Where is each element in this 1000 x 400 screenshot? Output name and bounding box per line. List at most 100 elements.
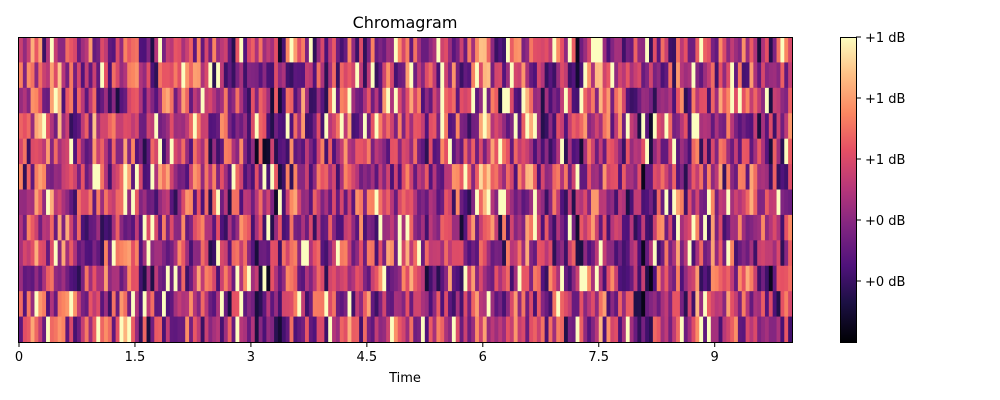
heatmap-cell <box>625 265 631 292</box>
heatmap-cell <box>61 113 66 140</box>
heatmap-cell <box>347 37 352 64</box>
heatmap-cell <box>239 164 244 191</box>
heatmap-cell <box>289 62 295 89</box>
heatmap-cell <box>656 214 662 241</box>
heatmap-cell <box>428 189 434 216</box>
heatmap-cell <box>614 37 619 64</box>
heatmap-cell <box>177 265 182 292</box>
heatmap-cell <box>158 189 163 216</box>
heatmap-cell <box>324 214 329 241</box>
heatmap-cell <box>92 316 97 343</box>
heatmap-cell <box>641 240 646 267</box>
heatmap-cell <box>177 291 182 318</box>
heatmap-cell <box>672 189 677 216</box>
heatmap-cell <box>235 189 240 216</box>
heatmap-cell <box>540 214 546 241</box>
heatmap-cell <box>625 291 631 318</box>
heatmap-cell <box>127 189 132 216</box>
heatmap-cell <box>200 291 206 318</box>
heatmap-cell <box>668 113 673 140</box>
heatmap-cell <box>339 265 345 292</box>
heatmap-cell <box>645 240 650 267</box>
heatmap-cell <box>88 214 94 241</box>
heatmap-cell <box>633 37 638 64</box>
heatmap-cell <box>38 240 43 267</box>
heatmap-cell <box>104 265 109 292</box>
heatmap-cell <box>250 240 256 267</box>
heatmap-cell <box>467 214 472 241</box>
heatmap-cell <box>208 291 213 318</box>
heatmap-cell <box>706 214 712 241</box>
heatmap-cell <box>343 138 349 165</box>
heatmap-cell <box>475 316 480 343</box>
heatmap-cell <box>204 291 209 318</box>
heatmap-cell <box>204 265 209 292</box>
heatmap-cell <box>393 62 399 89</box>
heatmap-cell <box>749 37 754 64</box>
heatmap-cell <box>227 291 233 318</box>
heatmap-cell <box>459 37 465 64</box>
heatmap-cell <box>563 37 569 64</box>
heatmap-cell <box>788 214 793 241</box>
heatmap-cell <box>158 265 163 292</box>
heatmap-cell <box>34 316 39 343</box>
heatmap-cell <box>76 291 82 318</box>
heatmap-cell <box>451 113 457 140</box>
heatmap-cell <box>189 37 194 64</box>
heatmap-cell <box>737 164 743 191</box>
heatmap-cell <box>448 37 453 64</box>
heatmap-cell <box>714 214 720 241</box>
heatmap-cell <box>432 189 438 216</box>
heatmap-cell <box>390 62 395 89</box>
heatmap-cell <box>351 164 356 191</box>
heatmap-cell <box>227 138 233 165</box>
heatmap-cell <box>320 214 325 241</box>
heatmap-cell <box>335 189 341 216</box>
heatmap-cell <box>22 138 28 165</box>
heatmap-cell <box>598 138 604 165</box>
heatmap-cell <box>374 138 380 165</box>
heatmap-cell <box>26 113 32 140</box>
heatmap-cell <box>486 87 492 114</box>
heatmap-cell <box>749 265 754 292</box>
heatmap-cell <box>714 291 720 318</box>
heatmap-cell <box>714 164 720 191</box>
heatmap-cell <box>556 291 561 318</box>
heatmap-cell <box>641 265 646 292</box>
heatmap-cell <box>53 113 59 140</box>
heatmap-cell <box>525 214 530 241</box>
heatmap-cell <box>695 113 700 140</box>
heatmap-cell <box>53 138 59 165</box>
heatmap-cell <box>529 62 534 89</box>
heatmap-cell <box>100 291 105 318</box>
heatmap-cell <box>718 87 724 114</box>
heatmap-cell <box>722 164 727 191</box>
heatmap-cell <box>683 240 689 267</box>
heatmap-cell <box>107 87 113 114</box>
heatmap-cell <box>471 113 476 140</box>
x-tick-label: 6 <box>479 350 487 365</box>
heatmap-cell <box>131 37 136 64</box>
heatmap-cell <box>710 240 716 267</box>
heatmap-cell <box>741 62 747 89</box>
heatmap-cell <box>107 240 113 267</box>
heatmap-cell <box>134 189 140 216</box>
heatmap-cell <box>432 316 438 343</box>
heatmap-cell <box>583 62 588 89</box>
heatmap-cell <box>583 214 588 241</box>
heatmap-cell <box>718 214 724 241</box>
heatmap-cell <box>764 265 770 292</box>
heatmap-cell <box>316 291 322 318</box>
heatmap-cell <box>38 316 43 343</box>
heatmap-cell <box>88 189 94 216</box>
heatmap-cell <box>505 87 511 114</box>
heatmap-cell <box>579 214 584 241</box>
heatmap-cell <box>417 291 422 318</box>
heatmap-cell <box>757 316 762 343</box>
heatmap-cell <box>258 316 264 343</box>
heatmap-cell <box>424 164 430 191</box>
heatmap-cell <box>49 138 55 165</box>
heatmap-cell <box>227 189 233 216</box>
heatmap-cell <box>509 113 515 140</box>
heatmap-cell <box>521 316 526 343</box>
